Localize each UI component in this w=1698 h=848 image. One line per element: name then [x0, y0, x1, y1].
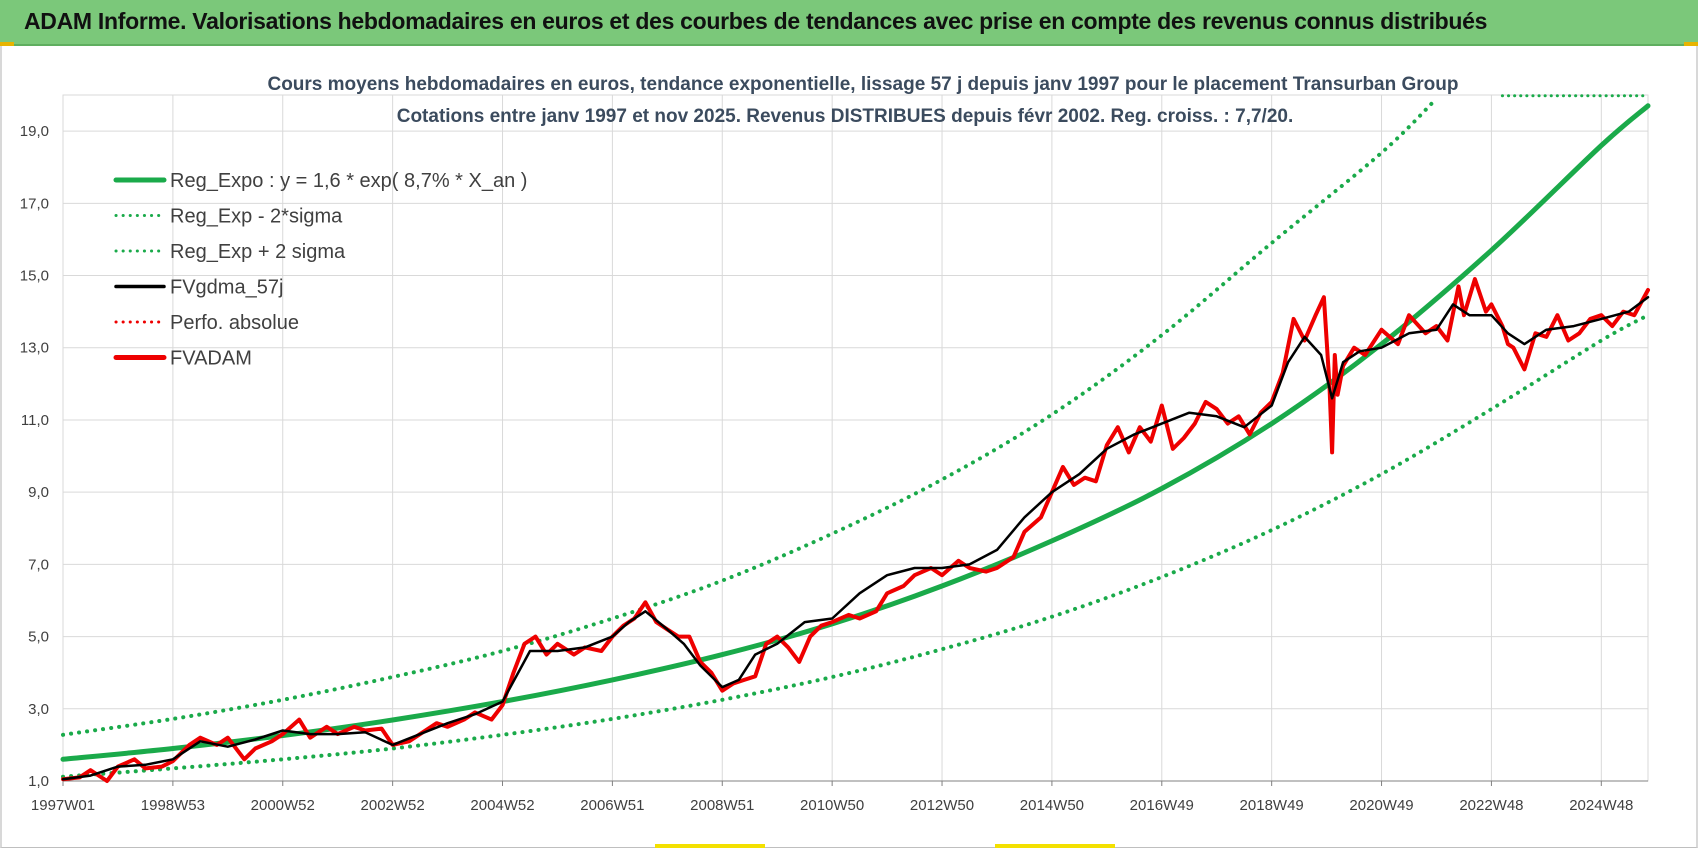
y-tick-label: 7,0 [28, 556, 49, 573]
y-tick-label: 3,0 [28, 701, 49, 718]
chart-series [60, 94, 1651, 783]
x-tick-label: 2020W49 [1349, 797, 1413, 814]
x-tick-label: 2024W48 [1569, 797, 1633, 814]
x-tick-label: 2010W50 [800, 797, 864, 814]
plot-area [62, 94, 1649, 782]
y-tick-label: 5,0 [28, 629, 49, 646]
x-tick-label: 2006W51 [580, 797, 644, 814]
banner-title: ADAM Informe. Valorisations hebdomadaire… [24, 8, 1488, 34]
x-tick-label: 2008W51 [690, 797, 754, 814]
legend-label: Reg_Exp - 2*sigma [170, 206, 343, 228]
y-tick-label: 1,0 [28, 773, 49, 790]
y-tick-label: 15,0 [20, 268, 49, 285]
sheet-marker [995, 844, 1115, 848]
legend-label: Perfo. absolue [170, 312, 299, 334]
x-axis-tick-labels: 1997W01 1998W53 2000W52 2002W52 2004W52 2006W… [31, 797, 1634, 814]
series-reg-expo [60, 103, 1651, 762]
y-tick-label: 9,0 [28, 484, 49, 501]
corner-marker-left [0, 42, 14, 46]
chart-grid [62, 94, 1649, 786]
x-tick-label: 2014W50 [1020, 797, 1084, 814]
legend-label: FVADAM [170, 348, 252, 370]
series-reg-exp-minus-2sigma [61, 313, 1650, 779]
x-tick-label: 2002W52 [361, 797, 425, 814]
x-tick-label: 2012W50 [910, 797, 974, 814]
chart-title-line2: Cotations entre janv 1997 et nov 2025. R… [397, 106, 1294, 127]
y-tick-label: 17,0 [20, 195, 49, 212]
x-tick-label: 2000W52 [251, 797, 315, 814]
series-reg-exp-plus-2sigma [61, 96, 1439, 737]
title-banner: ADAM Informe. Valorisations hebdomadaire… [0, 0, 1698, 46]
y-tick-label: 11,0 [21, 412, 49, 429]
y-tick-label: 19,0 [20, 123, 49, 140]
x-tick-label: 2016W49 [1130, 797, 1194, 814]
sheet-marker [655, 844, 765, 848]
series-fvadam [61, 277, 1650, 783]
x-tick-label: 1998W53 [141, 797, 205, 814]
chart-title-line1: Cours moyens hebdomadaires en euros, ten… [267, 74, 1458, 95]
x-tick-label: 2022W48 [1459, 797, 1523, 814]
corner-marker-right [1684, 42, 1698, 46]
legend-label: Reg_Expo : y = 1,6 * exp( 8,7% * X_an ) [170, 170, 527, 192]
x-tick-label: 1997W01 [31, 797, 95, 814]
y-axis-tick-labels: 1,0 3,0 5,0 7,0 9,0 11,0 13,0 15,0 17,0 19,0 [20, 123, 49, 790]
chart-legend: Reg_Expo : y = 1,6 * exp( 8,7% * X_an ) R… [113, 170, 527, 370]
legend-label: Reg_Exp + 2 sigma [170, 241, 346, 263]
y-tick-label: 13,0 [20, 340, 49, 357]
legend-label: FVgdma_57j [170, 277, 283, 299]
x-tick-label: 2004W52 [470, 797, 534, 814]
series-fvgdma-57j [61, 295, 1650, 781]
x-tick-label: 2018W49 [1240, 797, 1304, 814]
